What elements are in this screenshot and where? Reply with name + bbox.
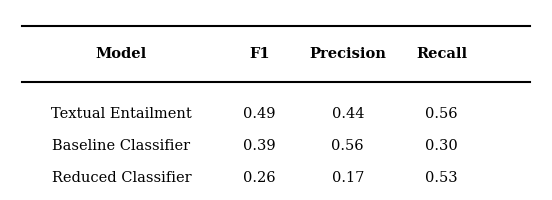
Text: 0.56: 0.56 [425, 107, 458, 121]
Text: Precision: Precision [309, 47, 386, 61]
Text: Textual Entailment: Textual Entailment [51, 107, 192, 121]
Text: 0.26: 0.26 [243, 171, 276, 185]
Text: 0.49: 0.49 [243, 107, 275, 121]
Text: 0.56: 0.56 [331, 139, 364, 153]
Text: 0.39: 0.39 [243, 139, 276, 153]
Text: Baseline Classifier: Baseline Classifier [52, 139, 190, 153]
Text: 0.30: 0.30 [425, 139, 458, 153]
Text: F1: F1 [249, 47, 270, 61]
Text: 0.17: 0.17 [332, 171, 364, 185]
Text: Recall: Recall [416, 47, 467, 61]
Text: 0.53: 0.53 [425, 171, 458, 185]
Text: Reduced Classifier: Reduced Classifier [52, 171, 191, 185]
Text: Model: Model [96, 47, 147, 61]
Text: 0.44: 0.44 [332, 107, 364, 121]
